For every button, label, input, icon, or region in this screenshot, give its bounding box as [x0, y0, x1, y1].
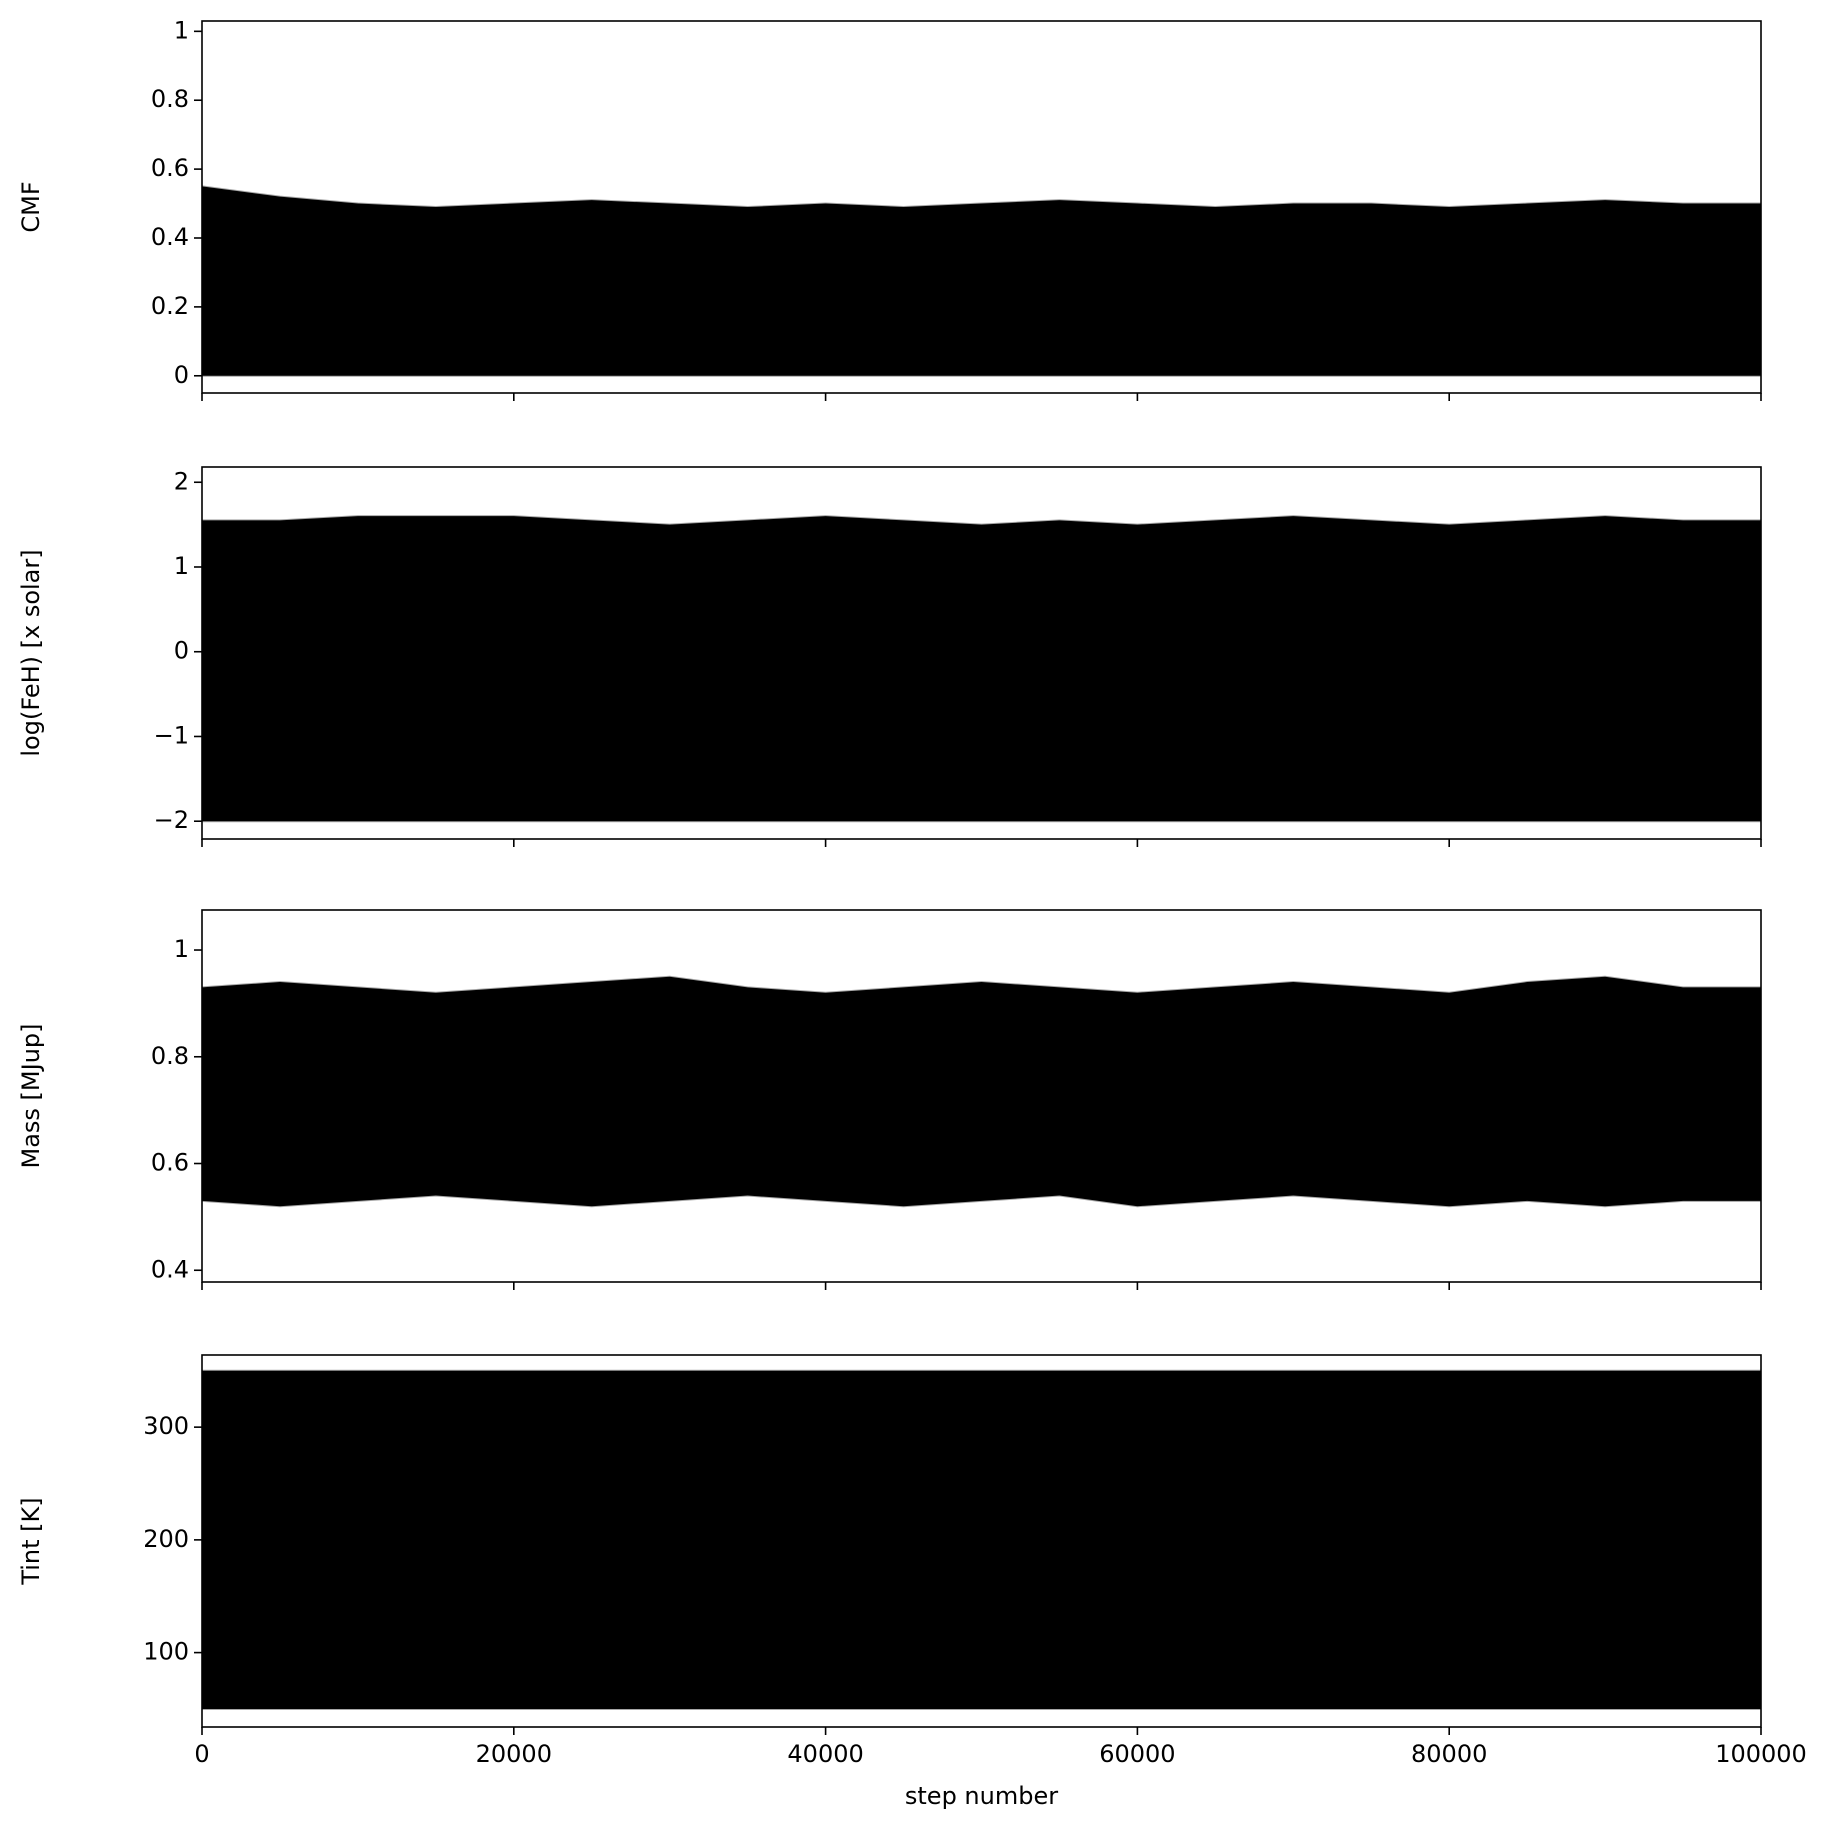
trace-band [202, 516, 1761, 822]
lower-envelope [201, 1194, 1761, 1208]
y-tick-label: 0 [174, 637, 189, 665]
trace-band [202, 976, 1761, 1207]
x-tick-label: 80000 [1411, 1740, 1487, 1768]
y-tick-label: 1 [174, 16, 189, 44]
y-tick-label: 0.4 [151, 1255, 189, 1283]
upper-envelope [202, 515, 1761, 526]
y-tick-label: 0.4 [151, 223, 189, 251]
y-tick-label: 0.2 [151, 292, 189, 320]
y-tick-label: 0 [174, 361, 189, 389]
y-tick-label: −1 [154, 721, 189, 749]
upper-envelope [201, 975, 1761, 994]
x-tick-label: 40000 [787, 1740, 863, 1768]
y-tick-label: 2 [174, 467, 189, 495]
y-tick-label: 0.6 [151, 1149, 189, 1177]
x-tick-label: 60000 [1099, 1740, 1175, 1768]
x-tick-label: 100000 [1715, 1740, 1807, 1768]
y-tick-label: −2 [154, 806, 189, 834]
y-axis-label: log(FeH) [x solar] [17, 549, 45, 756]
trace-band [202, 186, 1761, 376]
x-tick-label: 20000 [476, 1740, 552, 1768]
y-axis-label: CMF [17, 181, 45, 232]
y-tick-label: 1 [174, 552, 189, 580]
y-tick-label: 100 [143, 1638, 189, 1666]
y-tick-label: 1 [174, 935, 189, 963]
y-tick-label: 0.8 [151, 1042, 189, 1070]
axes-frame [201, 466, 1762, 840]
upper-envelope [201, 185, 1761, 209]
axes-frame [201, 20, 1762, 394]
y-tick-label: 200 [143, 1525, 189, 1553]
x-axis-label: step number [905, 1782, 1058, 1810]
axes-frame [201, 1354, 1762, 1728]
x-tick-label: 0 [194, 1740, 209, 1768]
axes-frame [201, 909, 1762, 1283]
y-tick-label: 0.8 [151, 85, 189, 113]
y-axis-label: Tint [K] [17, 1497, 45, 1585]
y-tick-label: 300 [143, 1412, 189, 1440]
y-tick-label: 0.6 [151, 154, 189, 182]
y-axis-label: Mass [MJup] [17, 1023, 45, 1168]
trace-band [202, 1370, 1761, 1709]
